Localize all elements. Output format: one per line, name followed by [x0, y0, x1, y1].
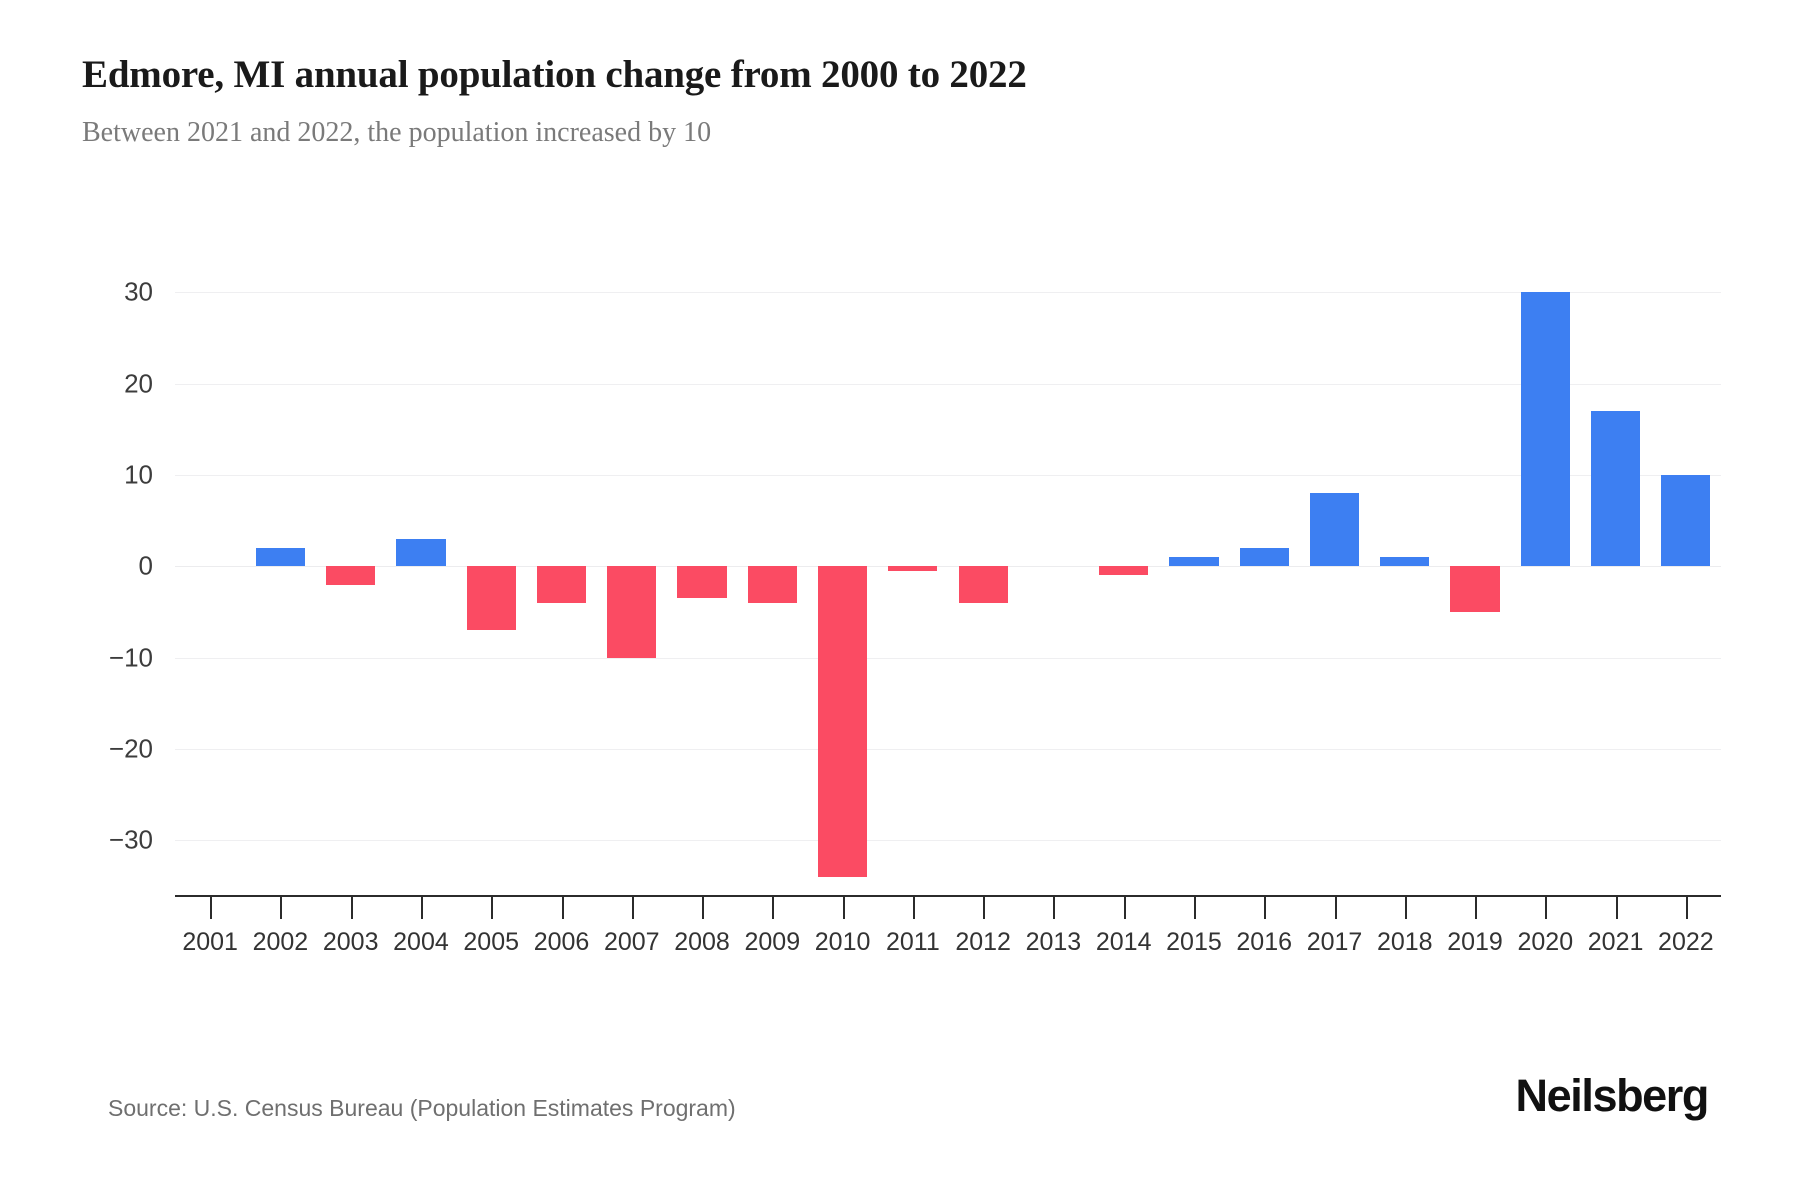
x-axis-tick — [1334, 897, 1337, 919]
x-axis-tick — [1123, 897, 1126, 919]
bar-2022[interactable] — [1661, 475, 1711, 567]
x-axis-label-2003: 2003 — [322, 928, 379, 956]
x-axis-tick — [1404, 897, 1407, 919]
x-axis-tick — [912, 897, 915, 919]
gridlines — [175, 265, 1721, 895]
bar-2015[interactable] — [1169, 557, 1219, 567]
x-axis-line — [175, 895, 1721, 897]
x-axis-label-2022: 2022 — [1658, 928, 1714, 956]
x-axis-label-2014: 2014 — [1095, 928, 1152, 956]
x-axis-label-2007: 2007 — [603, 928, 660, 956]
gridline--30 — [175, 840, 1721, 842]
bar-2019[interactable] — [1450, 566, 1500, 612]
x-axis-tick — [1264, 897, 1267, 919]
y-axis-tick-label: 20 — [124, 368, 153, 399]
gridline--10 — [175, 657, 1721, 659]
x-axis-tick — [1053, 897, 1056, 919]
y-axis-tick-label: 0 — [138, 550, 153, 581]
x-axis-tick — [420, 897, 423, 919]
bar-2021[interactable] — [1590, 411, 1641, 567]
x-axis-tick — [210, 897, 213, 919]
bar-2006[interactable] — [536, 566, 587, 603]
bar-2008[interactable] — [677, 566, 727, 599]
x-axis-label-2019: 2019 — [1447, 928, 1503, 956]
brand-logo: Neilsberg — [1515, 1070, 1710, 1121]
x-axis-tick — [561, 897, 564, 919]
chart-header: Edmore, MI annual population change from… — [82, 52, 1702, 149]
x-axis-tick — [983, 897, 986, 919]
x-axis-label-2005: 2005 — [463, 928, 520, 956]
x-axis-label-2011: 2011 — [885, 928, 940, 956]
bar-2003[interactable] — [326, 566, 376, 585]
x-axis-tick — [772, 897, 775, 919]
x-axis-label-2018: 2018 — [1376, 928, 1433, 956]
y-axis-tick-label: −20 — [108, 733, 153, 764]
x-axis-label-2013: 2013 — [1025, 928, 1082, 956]
x-axis-label-2009: 2009 — [744, 928, 801, 956]
y-axis-tick-label: 30 — [124, 276, 153, 307]
bar-2010[interactable] — [817, 566, 868, 877]
y-axis-tick-label: 10 — [124, 459, 153, 490]
bar-2018[interactable] — [1380, 557, 1430, 567]
x-axis-tick — [1475, 897, 1478, 919]
bar-2016[interactable] — [1239, 548, 1289, 567]
x-axis-label-2004: 2004 — [393, 928, 449, 956]
gridline-0 — [175, 566, 1721, 568]
bar-series — [175, 265, 1721, 895]
x-axis-tick — [702, 897, 705, 919]
gridline-30 — [175, 292, 1721, 294]
x-axis-label-2016: 2016 — [1236, 928, 1293, 956]
bar-2002[interactable] — [255, 548, 305, 567]
gridline-10 — [175, 475, 1721, 476]
plot-area — [175, 265, 1721, 895]
x-axis-tick — [842, 897, 845, 919]
bar-2012[interactable] — [958, 566, 1008, 603]
bar-2009[interactable] — [747, 566, 797, 603]
x-axis-tick — [1193, 897, 1196, 919]
x-axis-tick — [350, 897, 353, 919]
source-note: Source: U.S. Census Bureau (Population E… — [108, 1095, 736, 1121]
x-axis-tick — [631, 897, 634, 919]
x-axis-tick — [491, 897, 494, 919]
gridline-20 — [175, 383, 1721, 385]
page-title: Edmore, MI annual population change from… — [82, 53, 1027, 96]
bar-2004[interactable] — [396, 538, 446, 567]
x-axis-label-2001: 2001 — [182, 928, 238, 956]
x-axis-label-2008: 2008 — [674, 928, 730, 956]
x-axis-label-2015: 2015 — [1166, 928, 1222, 956]
x-axis-label-2006: 2006 — [533, 928, 590, 956]
x-axis-label-2010: 2010 — [814, 928, 871, 956]
bar-2011[interactable] — [888, 566, 938, 571]
gridline--20 — [175, 748, 1721, 750]
bar-2017[interactable] — [1309, 493, 1360, 567]
x-axis-label-2002: 2002 — [252, 928, 309, 956]
y-axis-tick-label: −30 — [108, 824, 153, 855]
x-axis-label-2020: 2020 — [1517, 928, 1574, 956]
x-axis-label-2017: 2017 — [1306, 928, 1363, 956]
x-axis-label-2021: 2021 — [1587, 928, 1644, 956]
bar-2014[interactable] — [1099, 566, 1149, 576]
bar-2005[interactable] — [466, 566, 516, 631]
x-axis-label-2012: 2012 — [955, 928, 1011, 956]
x-axis-tick — [1615, 897, 1618, 919]
bar-2007[interactable] — [607, 566, 657, 658]
bar-2020[interactable] — [1520, 292, 1570, 567]
y-axis-tick-label: −10 — [108, 642, 153, 673]
x-axis-tick — [280, 897, 283, 919]
x-axis-tick — [1545, 897, 1548, 919]
x-axis-tick — [1685, 897, 1688, 919]
chart-subtitle: Between 2021 and 2022, the population in… — [82, 117, 712, 148]
